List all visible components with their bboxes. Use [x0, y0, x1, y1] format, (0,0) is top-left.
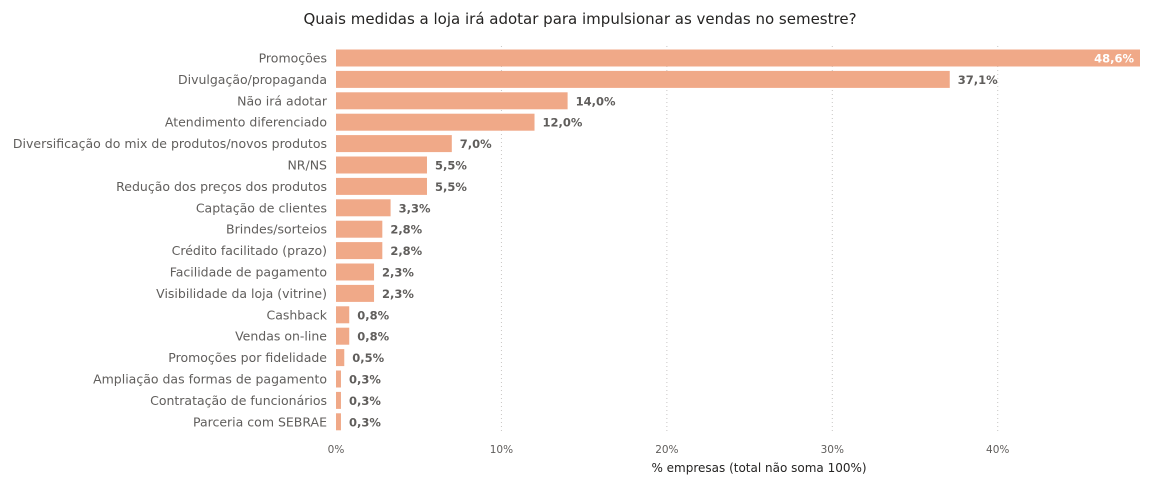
- bar: [336, 284, 375, 302]
- data-label: 0,5%: [352, 351, 384, 365]
- category-label: Promoções por fidelidade: [168, 350, 327, 365]
- category-labels: Promoções Divulgação/propaganda Não irá ad…: [13, 51, 328, 430]
- x-tick-label: 10%: [490, 444, 513, 456]
- category-label: Parceria com SEBRAE: [193, 414, 327, 429]
- bar: [336, 49, 1140, 67]
- data-label: 0,8%: [357, 308, 389, 322]
- bar: [336, 391, 341, 409]
- bars: [336, 49, 1140, 431]
- category-label: Não irá adotar: [237, 93, 328, 108]
- data-label: 0,3%: [349, 373, 381, 387]
- category-label: Vendas on-line: [235, 329, 327, 344]
- data-label: 3,3%: [399, 201, 431, 215]
- category-label: Brindes/sorteios: [226, 222, 327, 237]
- bar: [336, 199, 391, 217]
- bar: [336, 92, 568, 110]
- bar: [336, 113, 535, 131]
- category-label: Divulgação/propaganda: [178, 72, 327, 87]
- data-label: 2,8%: [390, 244, 422, 258]
- category-label: Ampliação das formas de pagamento: [93, 372, 327, 387]
- bar: [336, 135, 452, 153]
- data-label: 0,3%: [349, 415, 381, 429]
- data-label: 12,0%: [543, 116, 583, 130]
- category-label: Visibilidade da loja (vitrine): [156, 286, 327, 301]
- chart-title: Quais medidas a loja irá adotar para imp…: [303, 10, 856, 28]
- category-label: Redução dos preços dos produtos: [116, 179, 327, 194]
- bar: [336, 177, 427, 195]
- bar: [336, 413, 341, 431]
- gridlines: [500, 46, 999, 434]
- bar: [336, 263, 375, 281]
- bar: [336, 306, 350, 324]
- category-label: Crédito facilitado (prazo): [172, 243, 327, 258]
- data-label: 2,3%: [382, 266, 414, 280]
- data-label: 37,1%: [958, 73, 998, 87]
- data-label: 7,0%: [460, 137, 492, 151]
- category-label: Promoções: [259, 51, 327, 66]
- x-axis-ticks: 0% 10% 20% 30% 40%: [328, 444, 1010, 456]
- category-label: Atendimento diferenciado: [165, 115, 327, 130]
- x-axis-label: % empresas (total não soma 100%): [651, 461, 866, 475]
- bar: [336, 70, 950, 88]
- data-label: 2,8%: [390, 223, 422, 237]
- data-label: 0,8%: [357, 330, 389, 344]
- category-label: Cashback: [266, 307, 327, 322]
- data-label: 48,6%: [1094, 52, 1134, 66]
- value-labels: 48,6% 37,1% 14,0% 12,0% 7,0% 5,5% 5,5% 3,3% 2,8%…: [349, 52, 1135, 430]
- data-label: 0,3%: [349, 394, 381, 408]
- bar: [336, 327, 350, 345]
- bar: [336, 242, 383, 260]
- category-label: NR/NS: [287, 158, 327, 173]
- bar: [336, 220, 383, 238]
- category-label: Facilidade de pagamento: [170, 265, 327, 280]
- bar: [336, 349, 345, 367]
- x-tick-label: 40%: [986, 444, 1009, 456]
- category-label: Contratação de funcionários: [150, 393, 327, 408]
- data-label: 5,5%: [435, 180, 467, 194]
- bar: [336, 156, 427, 174]
- x-tick-label: 0%: [328, 444, 345, 456]
- category-label: Captação de clientes: [196, 200, 327, 215]
- category-label: Diversificação do mix de produtos/novos …: [13, 136, 327, 151]
- x-tick-label: 30%: [821, 444, 844, 456]
- x-tick-label: 20%: [655, 444, 678, 456]
- data-label: 5,5%: [435, 159, 467, 173]
- data-label: 2,3%: [382, 287, 414, 301]
- data-label: 14,0%: [576, 94, 616, 108]
- bar: [336, 370, 341, 388]
